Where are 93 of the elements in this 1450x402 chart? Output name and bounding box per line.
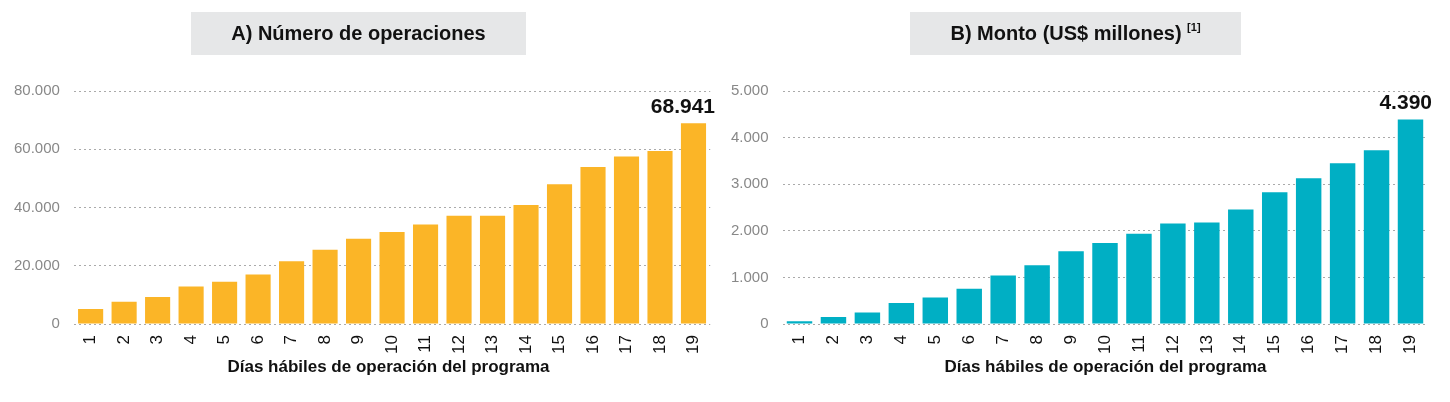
chart-title: A) Número de operaciones [191, 12, 526, 55]
y-tick-label: 2.000 [730, 221, 769, 238]
bar [346, 238, 372, 324]
x-tick-label: 15 [1264, 335, 1284, 355]
x-tick-label: 13 [1196, 335, 1216, 355]
bar [78, 308, 104, 324]
x-tick-label: 2 [823, 335, 843, 345]
bar [479, 215, 506, 324]
x-tick-label: 7 [992, 335, 1012, 345]
x-tick-label: 16 [582, 335, 602, 355]
x-tick-label: 14 [515, 335, 535, 355]
y-tick-label: 20.000 [13, 255, 60, 273]
data-label: 68.941 [650, 93, 716, 117]
x-tick-label: 13 [482, 335, 502, 355]
bar [446, 215, 472, 324]
x-tick-label: 7 [281, 335, 301, 345]
bar [513, 204, 539, 324]
bar [412, 224, 439, 324]
y-tick-label: 0 [760, 314, 769, 332]
x-tick-label: 19 [1400, 335, 1420, 355]
bar [1363, 150, 1390, 324]
y-tick-label: 80.000 [13, 81, 60, 99]
bar [647, 151, 673, 324]
bar [1295, 178, 1322, 324]
bar [580, 167, 606, 324]
bar [1092, 242, 1118, 324]
bar [820, 317, 847, 324]
bar [379, 232, 405, 324]
bar [1261, 192, 1288, 324]
y-tick-label: 0 [51, 314, 60, 332]
x-tick-label: 19 [683, 335, 703, 355]
x-tick-label: 8 [1026, 335, 1046, 345]
x-tick-label: 18 [649, 335, 669, 355]
bar [212, 281, 238, 324]
x-tick-label: 17 [1332, 335, 1352, 355]
x-tick-label: 6 [958, 335, 978, 345]
y-tick-label: 40.000 [13, 197, 60, 215]
bar [786, 321, 813, 324]
y-tick-label: 60.000 [13, 139, 60, 157]
bar [312, 249, 338, 324]
bar [245, 274, 271, 324]
x-tick-label: 2 [113, 335, 133, 345]
bar [854, 312, 881, 324]
y-tick-label: 1.000 [730, 267, 769, 285]
y-tick-label: 3.000 [730, 174, 769, 192]
x-tick-label: 14 [1230, 335, 1250, 355]
bar [680, 123, 707, 324]
x-tick-label: 1 [80, 335, 100, 345]
bar [613, 156, 640, 324]
y-tick-label: 4.000 [730, 127, 769, 145]
x-tick-label: 18 [1366, 335, 1386, 355]
bar [1160, 223, 1186, 324]
x-axis-title: Días hábiles de operación del programa [943, 357, 1268, 377]
x-tick-label: 4 [180, 335, 200, 345]
x-tick-label: 10 [381, 335, 401, 355]
chart-title: B) Monto (US$ millones) $^{[1]}$ [910, 12, 1241, 55]
x-tick-label: 3 [857, 335, 877, 345]
bar [1126, 233, 1152, 324]
x-tick-label: 5 [924, 335, 944, 345]
x-tick-label: 1 [789, 335, 809, 345]
bar [111, 301, 137, 324]
x-tick-label: 3 [147, 335, 167, 345]
bar [922, 297, 949, 324]
x-tick-label: 17 [616, 335, 636, 355]
bar [1194, 222, 1220, 324]
x-tick-label: 9 [348, 335, 368, 345]
bar [178, 286, 204, 324]
x-tick-label: 15 [549, 335, 569, 355]
bar [1058, 251, 1084, 324]
x-tick-label: 4 [891, 335, 911, 345]
x-tick-label: 12 [448, 335, 468, 355]
bar [1024, 265, 1050, 324]
bar [1228, 209, 1254, 324]
x-tick-label: 11 [415, 335, 435, 353]
x-tick-label: 12 [1162, 335, 1182, 355]
bar [1329, 163, 1356, 324]
bar [956, 288, 982, 324]
bar [888, 303, 915, 324]
bar [145, 296, 171, 324]
bar [1397, 119, 1424, 324]
x-tick-label: 9 [1060, 335, 1080, 345]
x-tick-label: 10 [1094, 335, 1114, 355]
x-tick-label: 5 [214, 335, 234, 345]
bar [279, 261, 305, 324]
y-tick-label: 5.000 [730, 81, 769, 99]
x-tick-label: 16 [1298, 335, 1318, 355]
x-axis-title: Días hábiles de operación del programa [226, 357, 551, 377]
bar [546, 184, 573, 324]
bar [990, 275, 1016, 324]
x-tick-label: 6 [247, 335, 267, 345]
x-tick-label: 11 [1128, 335, 1148, 353]
x-tick-label: 8 [314, 335, 334, 345]
data-label: 4.390 [1379, 89, 1433, 113]
